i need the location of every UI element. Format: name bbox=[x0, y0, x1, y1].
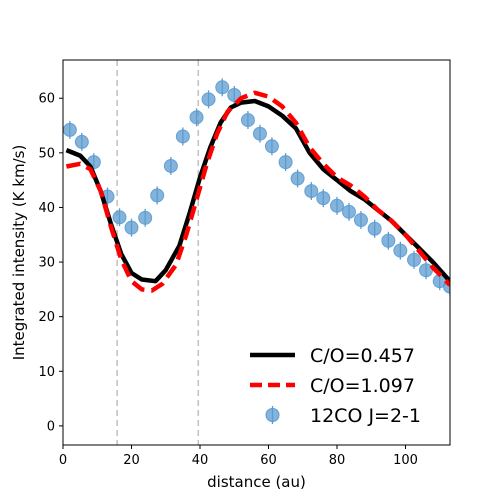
series-line-c-o-1-097 bbox=[65, 90, 450, 293]
data-point bbox=[407, 252, 422, 267]
data-point bbox=[367, 221, 382, 236]
legend-item-c-o-1-097: C/O=1.097 bbox=[250, 375, 415, 397]
plot-frame bbox=[62, 59, 451, 446]
data-point bbox=[138, 210, 153, 225]
data-point bbox=[189, 110, 204, 125]
data-point bbox=[304, 184, 319, 199]
y-tick-label: 0 bbox=[47, 419, 55, 434]
data-point bbox=[63, 122, 77, 137]
data-point bbox=[215, 80, 230, 95]
data-point bbox=[419, 263, 434, 278]
data-point bbox=[278, 155, 293, 170]
x-tick-label: 100 bbox=[393, 453, 418, 468]
legend-item-12co-j-2-1: 12CO J=2-1 bbox=[265, 405, 421, 427]
x-tick-label: 80 bbox=[329, 453, 346, 468]
data-point bbox=[252, 126, 267, 141]
axis-ticks: 0 20 40 60 80 100 0 10 20 30 40 50 60 bbox=[38, 92, 417, 468]
plot-series bbox=[63, 78, 450, 296]
data-point bbox=[112, 210, 127, 225]
data-point bbox=[316, 191, 331, 206]
data-point bbox=[175, 129, 190, 144]
y-tick-label: 30 bbox=[38, 256, 55, 271]
y-tick-label: 50 bbox=[38, 146, 55, 161]
x-tick-label: 20 bbox=[123, 453, 140, 468]
data-point bbox=[290, 171, 305, 186]
data-point bbox=[240, 113, 255, 128]
data-point bbox=[124, 220, 139, 235]
y-tick-label: 20 bbox=[38, 310, 55, 325]
legend-swatch bbox=[265, 408, 280, 422]
data-point bbox=[227, 87, 242, 102]
legend-label: C/O=0.457 bbox=[310, 345, 415, 367]
x-tick-label: 60 bbox=[260, 453, 277, 468]
y-axis-label: Integrated intensity (K km/s) bbox=[10, 145, 28, 361]
data-point bbox=[163, 158, 178, 173]
data-point bbox=[341, 204, 356, 219]
data-point bbox=[329, 198, 344, 213]
data-point bbox=[264, 139, 279, 154]
legend-item-c-o-0-457: C/O=0.457 bbox=[250, 345, 415, 367]
legend-label: C/O=1.097 bbox=[310, 375, 415, 397]
y-tick-label: 60 bbox=[38, 92, 55, 107]
data-point bbox=[201, 92, 216, 107]
y-tick-label: 10 bbox=[38, 365, 55, 380]
data-point bbox=[353, 213, 368, 228]
data-point bbox=[393, 243, 408, 258]
data-point bbox=[74, 134, 89, 149]
x-tick-label: 40 bbox=[192, 453, 209, 468]
data-point bbox=[381, 233, 396, 248]
reference-lines bbox=[116, 60, 200, 445]
legend-label: 12CO J=2-1 bbox=[310, 405, 421, 427]
series-12co-j-2-1 bbox=[63, 78, 450, 296]
y-tick-label: 40 bbox=[38, 201, 55, 216]
x-axis-label: distance (au) bbox=[207, 473, 306, 491]
legend: C/O=0.457 C/O=1.097 12CO J=2-1 bbox=[250, 345, 421, 427]
x-tick-label: 0 bbox=[59, 453, 67, 468]
data-point bbox=[150, 188, 165, 203]
